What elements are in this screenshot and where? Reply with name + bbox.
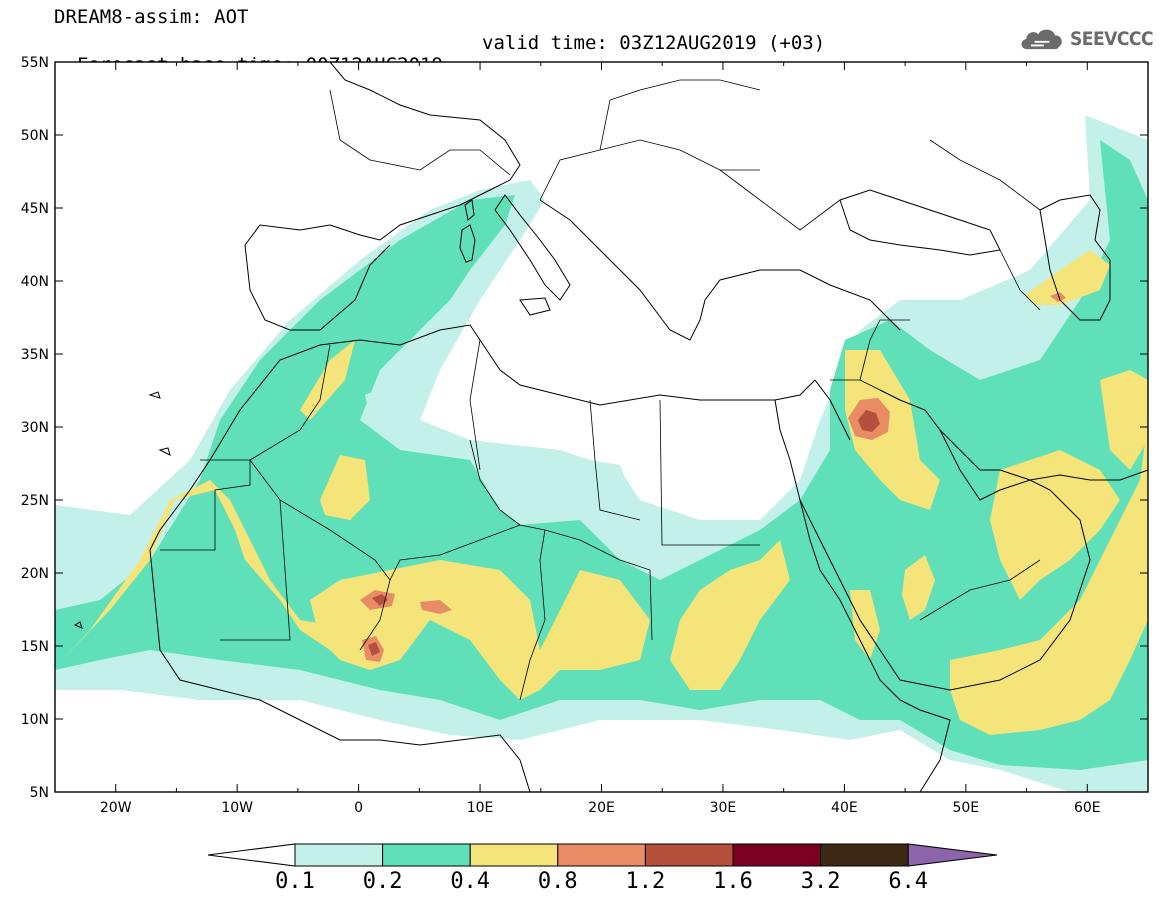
colorbar-segment (644, 843, 734, 867)
lon-label: 30E (710, 800, 737, 816)
colorbar-segment (820, 843, 909, 867)
lat-label: 30N (21, 420, 49, 436)
colorbar-segment (382, 843, 471, 867)
colorbar-level-label: 3.2 (801, 869, 841, 894)
colorbar-labels: 0.1 0.2 0.4 0.8 1.2 1.6 3.2 6.4 (275, 869, 928, 894)
colorbar-level-label: 0.4 (450, 869, 490, 894)
lat-label: 50N (21, 128, 49, 144)
lon-label: 0 (354, 800, 363, 816)
lat-axis-labels: 55N 50N 45N 40N 35N 30N 25N 20N 15N 10N 5N (21, 55, 49, 801)
cloud-icon (1021, 29, 1062, 50)
colorbar-segment (294, 843, 384, 867)
lat-label: 5N (30, 785, 49, 801)
aot-contour-0.4 (62, 250, 1148, 735)
aot-contour-1.2 (368, 410, 880, 656)
coastlines (73, 62, 1148, 792)
colorbar-min-arrow (207, 843, 296, 867)
lon-label: 60E (1074, 800, 1101, 816)
country-borders (160, 79, 1041, 701)
lon-label: 40E (831, 800, 858, 816)
colorbar-level-label: 1.2 (626, 869, 666, 894)
colorbar-max-arrow (907, 843, 998, 867)
chart-title: DREAM8-assim: AOT (54, 6, 249, 28)
lat-label: 35N (21, 347, 49, 363)
lon-label: 50E (952, 800, 979, 816)
lat-label: 25N (21, 493, 49, 509)
colorbar-segment (469, 843, 559, 867)
colorbar-segment (557, 843, 646, 867)
valid-time: valid time: 03Z12AUG2019 (+03) (482, 32, 826, 54)
colorbar-level-label: 6.4 (888, 869, 928, 894)
lat-label: 55N (21, 55, 49, 71)
lon-label: 10W (221, 800, 253, 816)
lat-label: 20N (21, 566, 49, 582)
colorbar-level-label: 0.1 (275, 869, 315, 894)
lat-label: 45N (21, 201, 49, 217)
lon-label: 10E (467, 800, 494, 816)
lon-label: 20E (588, 800, 615, 816)
lon-label: 20W (100, 800, 132, 816)
colorbar-level-label: 0.8 (538, 869, 578, 894)
lon-axis-labels: 20W 10W 0 10E 20E 30E 40E 50E 60E (100, 800, 1101, 816)
axis-ticks (54, 61, 1149, 793)
aot-field (55, 62, 1148, 792)
colorbar-level-label: 1.6 (713, 869, 753, 894)
lat-label: 15N (21, 639, 49, 655)
lat-label: 10N (21, 712, 49, 728)
logo-text: SEEVCCC (1069, 28, 1154, 50)
colorbar (207, 843, 998, 867)
seevccc-logo: SEEVCCC (1018, 22, 1154, 56)
lat-label: 40N (21, 274, 49, 290)
colorbar-level-label: 0.2 (363, 869, 403, 894)
colorbar-segment (732, 843, 822, 867)
